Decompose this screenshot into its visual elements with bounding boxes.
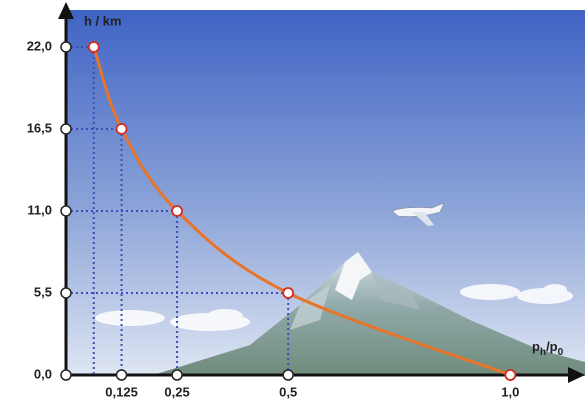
y-tick	[60, 287, 72, 299]
x-tick	[171, 369, 183, 381]
curve	[92, 46, 511, 377]
x-tick-label: 0,125	[105, 384, 138, 399]
mountain	[150, 252, 585, 376]
plot: 0,0 5,5 11,0 16,5 22,0 0,125 0,25 0,5 1,0	[27, 2, 585, 399]
y-tick-label: 16,5	[27, 120, 52, 135]
x-tick-label: 0,25	[164, 384, 189, 399]
y-axis-arrow	[58, 2, 74, 19]
y-tick	[60, 123, 72, 135]
airplane	[391, 202, 445, 226]
x-tick-label: 1,0	[501, 384, 519, 399]
point	[171, 205, 183, 217]
x-tick	[115, 369, 128, 381]
x-axis-arrow	[568, 367, 585, 383]
x-axis-label: ph/p0	[532, 339, 564, 357]
y-tick	[60, 41, 72, 53]
y-tick-label: 11,0	[27, 202, 52, 217]
x-tick-label: 0,5	[279, 384, 297, 399]
y-tick	[60, 369, 72, 381]
point	[504, 369, 517, 381]
y-axis-label: h / km	[84, 13, 122, 28]
y-tick-label: 5,5	[34, 284, 52, 299]
point	[282, 287, 295, 299]
clouds	[95, 284, 573, 331]
y-tick-label: 22,0	[27, 38, 52, 53]
point	[115, 123, 128, 135]
x-tick	[282, 369, 294, 381]
y-tick-label: 0,0	[34, 366, 52, 381]
point	[87, 41, 100, 53]
y-tick	[60, 205, 72, 217]
